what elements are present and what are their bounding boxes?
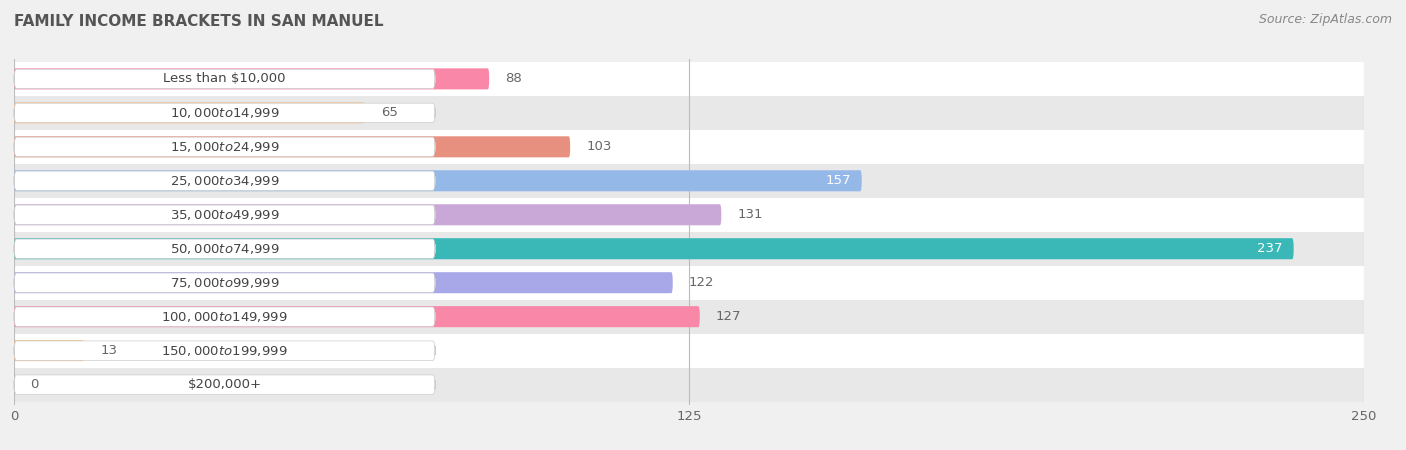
Text: $100,000 to $149,999: $100,000 to $149,999 bbox=[162, 310, 288, 324]
Text: 157: 157 bbox=[825, 174, 851, 187]
FancyBboxPatch shape bbox=[14, 375, 436, 394]
Bar bbox=[14, 368, 1364, 401]
Text: $75,000 to $99,999: $75,000 to $99,999 bbox=[170, 276, 280, 290]
Text: 65: 65 bbox=[381, 106, 398, 119]
Text: Less than $10,000: Less than $10,000 bbox=[163, 72, 285, 86]
Text: $35,000 to $49,999: $35,000 to $49,999 bbox=[170, 208, 280, 222]
FancyBboxPatch shape bbox=[14, 171, 436, 190]
FancyBboxPatch shape bbox=[14, 273, 436, 292]
Text: $200,000+: $200,000+ bbox=[187, 378, 262, 391]
FancyBboxPatch shape bbox=[14, 170, 862, 191]
FancyBboxPatch shape bbox=[14, 136, 571, 158]
Text: 0: 0 bbox=[31, 378, 38, 391]
Text: $15,000 to $24,999: $15,000 to $24,999 bbox=[170, 140, 280, 154]
Bar bbox=[14, 130, 1364, 164]
Bar bbox=[14, 333, 1364, 368]
Text: $25,000 to $34,999: $25,000 to $34,999 bbox=[170, 174, 280, 188]
FancyBboxPatch shape bbox=[14, 272, 672, 293]
Text: 131: 131 bbox=[738, 208, 763, 221]
FancyBboxPatch shape bbox=[14, 68, 489, 90]
Text: 127: 127 bbox=[716, 310, 741, 323]
FancyBboxPatch shape bbox=[14, 204, 721, 225]
FancyBboxPatch shape bbox=[14, 102, 366, 123]
Bar bbox=[14, 164, 1364, 198]
Bar bbox=[14, 266, 1364, 300]
Bar bbox=[14, 96, 1364, 130]
FancyBboxPatch shape bbox=[14, 238, 1294, 259]
FancyBboxPatch shape bbox=[14, 306, 700, 327]
FancyBboxPatch shape bbox=[14, 340, 84, 361]
Bar bbox=[14, 232, 1364, 266]
FancyBboxPatch shape bbox=[14, 137, 436, 157]
Text: 122: 122 bbox=[689, 276, 714, 289]
Text: 88: 88 bbox=[505, 72, 522, 86]
Text: FAMILY INCOME BRACKETS IN SAN MANUEL: FAMILY INCOME BRACKETS IN SAN MANUEL bbox=[14, 14, 384, 28]
Text: 237: 237 bbox=[1257, 242, 1282, 255]
Bar bbox=[14, 62, 1364, 96]
Bar bbox=[14, 300, 1364, 333]
FancyBboxPatch shape bbox=[14, 69, 436, 89]
Bar bbox=[14, 198, 1364, 232]
FancyBboxPatch shape bbox=[14, 205, 436, 225]
FancyBboxPatch shape bbox=[14, 341, 436, 360]
Text: $150,000 to $199,999: $150,000 to $199,999 bbox=[162, 344, 288, 358]
Text: $10,000 to $14,999: $10,000 to $14,999 bbox=[170, 106, 280, 120]
FancyBboxPatch shape bbox=[14, 103, 436, 122]
Text: 103: 103 bbox=[586, 140, 612, 153]
Text: $50,000 to $74,999: $50,000 to $74,999 bbox=[170, 242, 280, 256]
Text: 13: 13 bbox=[100, 344, 118, 357]
FancyBboxPatch shape bbox=[14, 239, 436, 258]
FancyBboxPatch shape bbox=[14, 307, 436, 326]
Text: Source: ZipAtlas.com: Source: ZipAtlas.com bbox=[1258, 14, 1392, 27]
